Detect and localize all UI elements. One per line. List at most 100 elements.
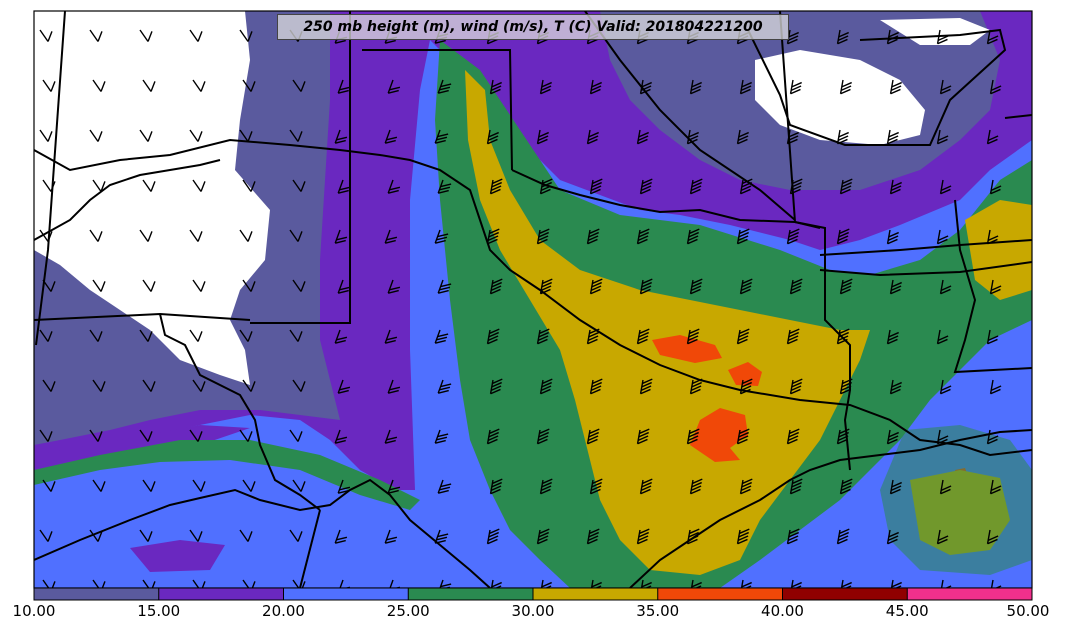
wind-barb <box>92 179 106 192</box>
wind-barb <box>889 279 902 295</box>
wind-barb <box>139 229 153 242</box>
wind-barb <box>586 228 600 245</box>
wind-barb <box>42 579 56 588</box>
colorbar-seg-10-15 <box>34 588 159 600</box>
wind-barb <box>689 478 703 495</box>
wind-barb <box>486 228 500 245</box>
wind-barb <box>89 29 103 42</box>
wind-barb <box>839 378 853 395</box>
wind-barb <box>889 179 902 195</box>
wind-barb <box>486 528 500 545</box>
wind-barb <box>889 79 902 95</box>
wind-barb <box>337 179 351 194</box>
wind-barb <box>839 579 852 588</box>
colorbar-seg-20-25 <box>283 588 409 600</box>
wind-barb <box>142 579 156 588</box>
wind-barb <box>686 428 700 445</box>
wind-barb <box>334 429 348 444</box>
wind-barb <box>636 428 650 445</box>
speed-band-30-35-e <box>965 200 1032 300</box>
wind-barb <box>589 278 603 295</box>
speed-band-30-35 <box>465 70 870 575</box>
wind-barb <box>239 229 253 242</box>
wind-barb <box>92 79 106 92</box>
wind-barb <box>384 329 398 344</box>
wind-barb <box>39 29 53 42</box>
wind-barb <box>42 279 56 292</box>
wind-barb <box>434 229 449 244</box>
wind-barb <box>242 579 256 588</box>
speed-band-35-40-b <box>728 362 762 386</box>
wind-barb <box>89 129 103 142</box>
wind-barb <box>536 428 550 445</box>
wind-barb <box>192 179 206 192</box>
wind-barb <box>786 528 800 545</box>
wind-barb <box>539 278 553 295</box>
wind-barb <box>989 579 1002 588</box>
colorbar-tick-0: 10.00 <box>12 602 56 620</box>
wind-barb <box>736 228 750 245</box>
wind-barb <box>489 278 503 295</box>
wind-barb <box>639 79 652 95</box>
speed-band-lt10-ne2 <box>880 18 990 45</box>
wind-barb <box>589 79 602 95</box>
wind-barb <box>489 79 502 95</box>
wind-barb <box>437 179 452 194</box>
wind-barb <box>142 279 156 292</box>
wind-barb <box>789 178 803 195</box>
speed-band-25-30-se <box>880 425 1032 575</box>
wind-barb <box>836 428 850 445</box>
wind-barb <box>636 528 650 545</box>
wind-barb <box>42 79 56 92</box>
wind-barb <box>486 129 499 145</box>
wind-barb <box>736 528 750 545</box>
wind-barb <box>334 529 348 544</box>
wind-barb <box>489 579 502 588</box>
wind-barb <box>337 79 351 94</box>
wind-barb <box>434 429 449 444</box>
wind-barb <box>586 129 599 145</box>
wind-barb <box>786 29 799 45</box>
wind-barb <box>334 229 348 244</box>
wind-barb <box>89 429 103 442</box>
wind-barb <box>489 478 503 495</box>
wind-barb <box>739 478 753 495</box>
wind-barb <box>886 329 899 345</box>
wind-barb <box>986 529 999 545</box>
speed-band-35-40-c <box>690 408 748 462</box>
wind-barb <box>936 29 949 45</box>
wind-barb <box>489 378 503 395</box>
state-boundaries <box>34 11 1032 588</box>
wind-barb <box>189 229 203 242</box>
wind-barb <box>939 479 952 495</box>
wind-barb <box>586 528 600 545</box>
wind-barb <box>789 278 803 295</box>
wind-barb <box>437 479 452 494</box>
wind-barb <box>736 129 749 145</box>
wind-barb <box>289 529 303 542</box>
speed-band-15-20-sw2 <box>130 540 225 572</box>
wind-barb <box>437 279 452 294</box>
wind-barb <box>192 279 206 292</box>
wind-barb <box>42 179 56 192</box>
wind-barb <box>242 379 256 392</box>
wind-barb <box>936 329 949 345</box>
wind-barb <box>142 479 156 492</box>
wind-barb <box>486 328 500 345</box>
wind-barb <box>689 378 703 395</box>
colorbar-tick-7: 45.00 <box>885 602 929 620</box>
colorbar-seg-30-35 <box>533 588 658 600</box>
wind-barb <box>989 79 1002 95</box>
wind-barb <box>836 129 849 145</box>
wind-barb <box>292 579 306 588</box>
wind-barb <box>836 228 850 245</box>
wind-barb <box>986 429 999 445</box>
wind-barb <box>939 279 952 295</box>
wind-barb <box>639 478 653 495</box>
wind-barb <box>139 329 153 342</box>
speed-band-lt10-ne <box>755 50 925 145</box>
colorbar-seg-45-50 <box>907 588 1032 600</box>
wind-barb <box>139 29 153 42</box>
wind-barb <box>289 329 303 342</box>
wind-barbs <box>39 29 1002 588</box>
